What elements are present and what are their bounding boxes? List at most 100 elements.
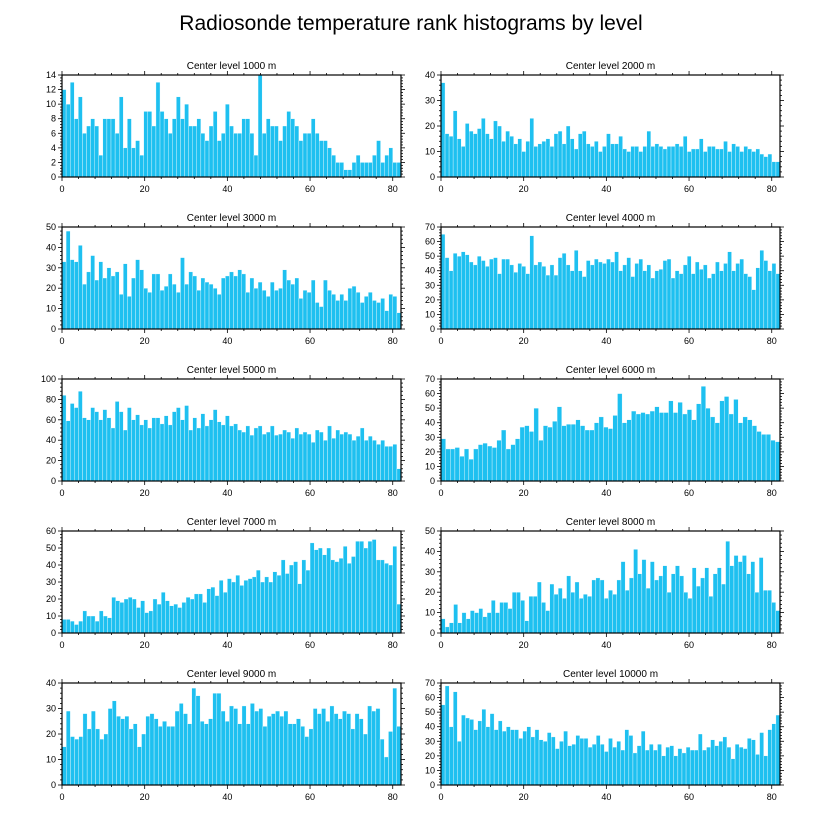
histogram-bar: [253, 288, 259, 330]
histogram-bar: [65, 619, 71, 634]
histogram-bar: [755, 754, 760, 786]
histogram-bar: [327, 147, 332, 178]
histogram-bar: [574, 581, 580, 634]
histogram-bar: [626, 257, 631, 330]
histogram-bar: [771, 161, 777, 178]
histogram-bar: [714, 422, 720, 482]
histogram-bar: [591, 744, 597, 786]
histogram-bar: [315, 302, 320, 330]
histogram-bar: [359, 541, 364, 634]
histogram-bar: [454, 447, 460, 482]
histogram-bar: [347, 563, 352, 634]
histogram-bar: [123, 147, 128, 178]
y-tick-label: 30: [425, 96, 435, 106]
histogram-bar: [282, 125, 287, 178]
histogram-bar: [272, 571, 278, 634]
histogram-bar: [147, 111, 153, 178]
histogram-bar: [266, 296, 271, 330]
figure-title: Radiosonde temperature rank histograms b…: [179, 12, 642, 35]
histogram-bar: [440, 234, 446, 330]
histogram-bar: [695, 261, 700, 330]
x-tick-label: 20: [519, 792, 529, 802]
histogram-bar: [179, 703, 184, 786]
histogram-bar: [241, 431, 246, 482]
histogram-bar: [364, 296, 369, 330]
histogram-bar: [139, 154, 144, 178]
histogram-bar: [74, 738, 79, 786]
histogram-bar: [166, 726, 171, 786]
histogram-bar: [359, 302, 365, 330]
panel-title: Center level 9000 m: [187, 669, 277, 680]
histogram-bar: [310, 442, 316, 482]
histogram-bar: [153, 718, 159, 786]
histogram-bar: [594, 258, 599, 330]
histogram-bar: [738, 422, 744, 482]
histogram-bar: [602, 263, 607, 330]
histogram-bar: [557, 257, 563, 330]
histogram-bar: [347, 433, 353, 482]
histogram-bar: [208, 125, 214, 178]
histogram-bar: [82, 283, 87, 330]
histogram-bar: [661, 755, 666, 786]
histogram-bar: [210, 586, 216, 634]
histogram-bar: [380, 440, 385, 482]
y-tick-label: 0: [430, 324, 435, 334]
histogram-bar: [718, 741, 723, 786]
histogram-bar: [501, 141, 506, 178]
histogram-bar: [372, 300, 377, 330]
histogram-bar: [589, 429, 595, 482]
histogram-bar: [375, 708, 381, 786]
histogram-bar: [384, 756, 389, 786]
histogram-bar: [86, 728, 92, 786]
histogram-bar: [141, 733, 146, 786]
histogram-bar: [280, 559, 286, 634]
histogram-bar: [658, 575, 663, 634]
histogram-bar: [396, 726, 402, 786]
histogram-bar: [703, 151, 708, 178]
histogram-panel: Center level 6000 m 0 10 20 30 40 50 60 70 0 20 40 6…: [425, 365, 784, 498]
y-tick-label: 30: [425, 567, 435, 577]
histogram-bar: [501, 429, 507, 482]
histogram-bar: [456, 138, 462, 178]
histogram-bar: [610, 261, 615, 330]
y-tick-label: 30: [425, 736, 435, 746]
histogram-bar: [151, 125, 157, 178]
histogram-bar: [279, 715, 284, 786]
histogram-bar: [669, 745, 674, 786]
histogram-bar: [123, 263, 128, 330]
histogram-bar: [624, 729, 630, 786]
x-tick-label: 40: [601, 336, 611, 346]
histogram-bar: [119, 96, 124, 178]
histogram-bar: [245, 292, 251, 330]
histogram-bar: [608, 738, 613, 786]
histogram-bar: [229, 425, 234, 482]
histogram-bar: [723, 141, 728, 178]
histogram-bar: [293, 561, 298, 634]
histogram-bar: [274, 290, 279, 330]
histogram-bar: [562, 598, 567, 634]
histogram-bar: [323, 140, 328, 178]
histogram-bar: [275, 710, 280, 786]
histogram-bar: [233, 708, 238, 786]
histogram-bar: [110, 275, 116, 330]
histogram-bar: [379, 738, 385, 786]
histogram-bar: [729, 565, 735, 634]
histogram-bar: [343, 431, 349, 482]
histogram-bar: [91, 710, 96, 786]
histogram-bar: [235, 575, 240, 634]
histogram-bar: [339, 433, 344, 482]
histogram-bar: [181, 602, 187, 634]
histogram-bar: [715, 148, 720, 178]
panel-title: Center level 3000 m: [187, 213, 277, 224]
histogram-bar: [204, 723, 209, 786]
histogram-bar: [631, 410, 637, 482]
histogram-bar: [306, 133, 312, 178]
x-tick-label: 20: [519, 336, 529, 346]
histogram-bar: [98, 419, 104, 482]
histogram-bar: [518, 738, 523, 786]
histogram-bar: [127, 407, 132, 482]
histogram-bar: [278, 140, 283, 178]
histogram-bar: [444, 133, 450, 178]
histogram-bar: [650, 146, 656, 178]
histogram-bar: [502, 730, 507, 786]
